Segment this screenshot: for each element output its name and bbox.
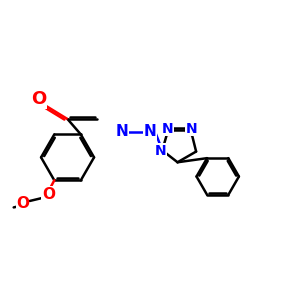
Circle shape — [185, 124, 197, 136]
Text: N: N — [144, 124, 156, 139]
Text: N: N — [155, 144, 166, 158]
Text: O: O — [16, 196, 29, 211]
Text: O: O — [31, 90, 46, 108]
Text: O: O — [42, 187, 55, 202]
Text: N: N — [186, 122, 197, 136]
Text: N: N — [116, 124, 128, 139]
Text: N: N — [161, 122, 173, 136]
Circle shape — [162, 124, 174, 136]
